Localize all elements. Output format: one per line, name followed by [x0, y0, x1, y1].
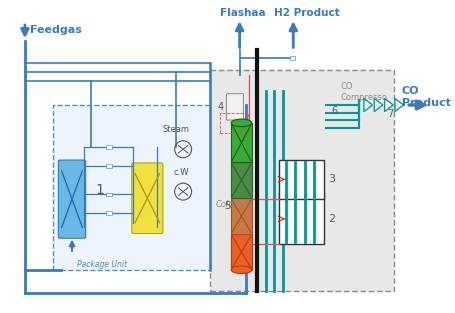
Polygon shape — [394, 98, 403, 111]
Text: CO
Compresso: CO Compresso — [339, 82, 386, 102]
Text: Coldbox: Coldbox — [216, 200, 250, 209]
FancyBboxPatch shape — [53, 105, 217, 270]
Text: Feedgas: Feedgas — [30, 25, 81, 35]
Text: H2 Product: H2 Product — [274, 8, 339, 18]
FancyBboxPatch shape — [231, 198, 251, 234]
FancyBboxPatch shape — [226, 94, 243, 120]
Text: 4: 4 — [217, 102, 223, 112]
Bar — [278, 192, 324, 244]
FancyBboxPatch shape — [231, 123, 251, 162]
Polygon shape — [384, 98, 392, 111]
Bar — [106, 164, 111, 168]
Bar — [106, 146, 111, 149]
FancyBboxPatch shape — [231, 234, 251, 270]
Text: 5: 5 — [224, 201, 231, 211]
Text: Steam: Steam — [162, 125, 189, 134]
Text: 1: 1 — [96, 183, 104, 198]
Text: Flashaa: Flashaa — [219, 8, 265, 18]
Bar — [278, 160, 324, 199]
FancyBboxPatch shape — [58, 160, 86, 238]
Text: c.W: c.W — [173, 168, 189, 177]
Text: 6: 6 — [330, 106, 336, 116]
FancyBboxPatch shape — [231, 162, 251, 198]
Ellipse shape — [231, 266, 251, 274]
FancyBboxPatch shape — [131, 163, 162, 233]
Bar — [106, 211, 111, 215]
Bar — [290, 56, 294, 60]
FancyBboxPatch shape — [210, 70, 393, 291]
Ellipse shape — [231, 119, 251, 127]
Text: 3: 3 — [328, 174, 334, 184]
Polygon shape — [374, 98, 382, 111]
Text: 2: 2 — [328, 214, 334, 224]
Text: Package Unit: Package Unit — [76, 260, 126, 269]
Text: 7: 7 — [387, 109, 393, 119]
Text: CO
Product: CO Product — [401, 86, 450, 108]
Polygon shape — [363, 98, 372, 111]
Bar — [106, 192, 111, 196]
